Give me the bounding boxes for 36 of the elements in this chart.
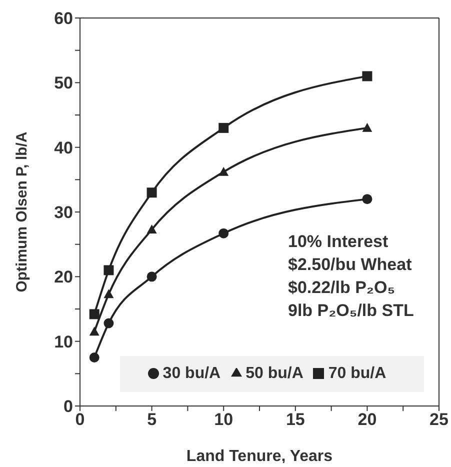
y-tick-label: 50 [54,74,73,93]
x-tick-label: 5 [147,410,157,430]
x-tick-label: 15 [286,410,305,430]
point [146,188,157,198]
y-tick-label: 10 [54,332,73,352]
x-tick-label: 20 [358,410,377,430]
x-tick-label: 0 [75,410,85,430]
point [362,71,372,82]
y-axis-title: Optimum Olsen P, lb/A [14,132,30,292]
legend-label: 70 bu/A [328,365,386,382]
point [146,224,157,234]
annotation: $2.50/bu Wheat [288,254,413,276]
point [146,272,157,282]
legend-label: 30 bu/A [162,365,221,382]
point [218,166,229,176]
point [89,309,100,320]
x-tick-label: 10 [214,410,234,430]
y-tick-label: 0 [64,397,73,416]
point [362,194,372,204]
x-tick-label: 25 [430,410,448,430]
legend-label: 50 bu/A [246,365,304,382]
point [89,326,100,336]
point [104,318,114,328]
point [104,265,114,276]
point [89,352,100,362]
point [218,122,229,133]
point [218,228,229,238]
point [362,122,372,132]
annotation: $0.22/lb P₂O₅ [288,277,396,299]
y-tick-label: 40 [54,138,73,158]
annotation: 9lb P₂O₅/lb STL [288,300,414,322]
y-tick-label: 20 [54,268,73,287]
y-tick-label: 60 [54,9,73,28]
point [104,289,114,298]
y-tick-label: 30 [54,203,73,222]
annotation: 10% Interest [288,231,390,253]
